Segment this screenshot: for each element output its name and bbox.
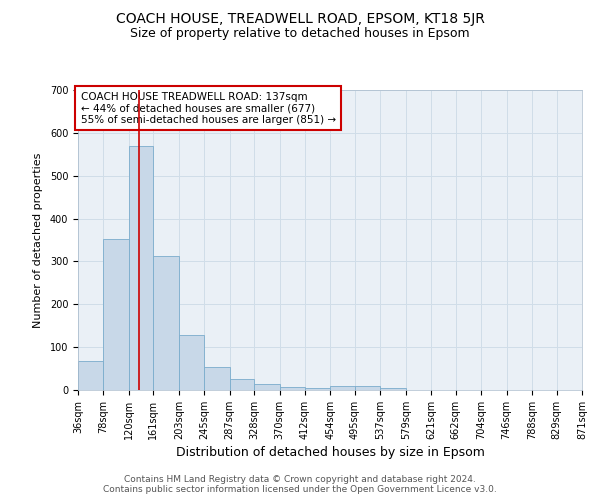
- Bar: [355, 386, 380, 390]
- Bar: [305, 388, 331, 390]
- Bar: [179, 335, 204, 390]
- Bar: [280, 387, 305, 390]
- Text: Contains HM Land Registry data © Crown copyright and database right 2024.
Contai: Contains HM Land Registry data © Crown c…: [103, 474, 497, 494]
- Bar: [331, 386, 355, 390]
- Bar: [129, 146, 154, 390]
- Bar: [154, 256, 179, 390]
- Bar: [103, 238, 129, 390]
- Bar: [380, 388, 406, 390]
- Y-axis label: Number of detached properties: Number of detached properties: [33, 152, 43, 328]
- Bar: [230, 380, 254, 390]
- Text: Size of property relative to detached houses in Epsom: Size of property relative to detached ho…: [130, 28, 470, 40]
- Text: COACH HOUSE TREADWELL ROAD: 137sqm
← 44% of detached houses are smaller (677)
55: COACH HOUSE TREADWELL ROAD: 137sqm ← 44%…: [80, 92, 335, 124]
- Bar: [254, 384, 280, 390]
- Bar: [78, 361, 103, 390]
- Bar: [204, 368, 230, 390]
- Text: COACH HOUSE, TREADWELL ROAD, EPSOM, KT18 5JR: COACH HOUSE, TREADWELL ROAD, EPSOM, KT18…: [116, 12, 484, 26]
- X-axis label: Distribution of detached houses by size in Epsom: Distribution of detached houses by size …: [176, 446, 484, 459]
